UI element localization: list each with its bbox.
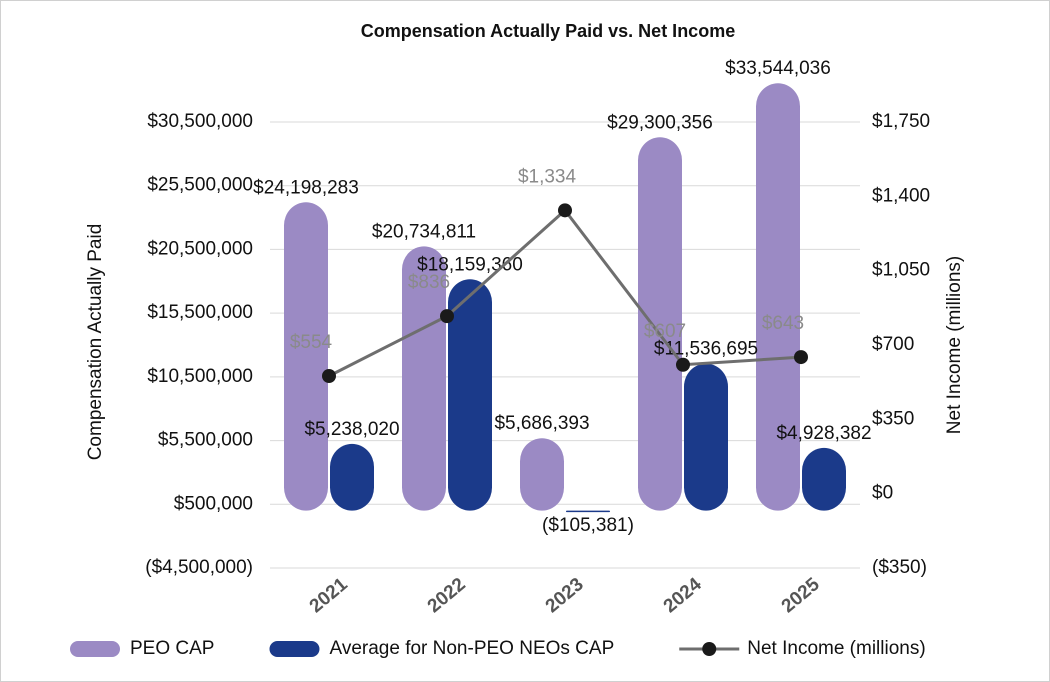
y2-tick-label: ($350) (872, 557, 927, 578)
bar-value-label: ($105,381) (542, 515, 634, 536)
y2-tick-label: $1,400 (872, 185, 930, 206)
line-value-label: $643 (762, 313, 804, 334)
y2-tick-label: $1,050 (872, 260, 930, 281)
y2-axis-title: Net Income (millions) (944, 256, 965, 434)
y2-tick-label: $700 (872, 334, 914, 355)
legend-label: Average for Non-PEO NEOs CAP (329, 638, 614, 659)
legend-label: Net Income (millions) (747, 638, 925, 659)
line-marker (794, 350, 808, 365)
bar-value-label: $33,544,036 (725, 58, 831, 79)
y-axis-title: Compensation Actually Paid (85, 224, 106, 461)
bar (330, 443, 374, 511)
line-value-label: $607 (644, 321, 686, 342)
bar-value-label: $5,238,020 (304, 419, 399, 440)
line-marker (558, 203, 572, 218)
bar-value-label: $4,928,382 (776, 423, 871, 444)
bar (402, 246, 446, 511)
y-tick-label: $15,500,000 (147, 302, 253, 323)
y2-tick-label: $1,750 (872, 111, 930, 132)
line-value-label: $836 (408, 272, 450, 293)
line-value-label: $554 (290, 332, 333, 353)
y2-tick-label: $350 (872, 408, 914, 429)
bar (520, 438, 564, 511)
y2-tick-label: $0 (872, 483, 893, 504)
bar (802, 447, 846, 511)
bar-value-label: $20,734,811 (372, 221, 476, 242)
y-tick-label: $5,500,000 (158, 430, 253, 451)
bar-value-label: $24,198,283 (253, 177, 359, 198)
bar (684, 363, 728, 511)
y-tick-label: $20,500,000 (147, 238, 253, 259)
line-marker (322, 369, 336, 384)
bar-value-label: $5,686,393 (494, 413, 589, 434)
y-tick-label: $10,500,000 (147, 366, 253, 387)
y-tick-label: ($4,500,000) (145, 557, 253, 578)
line-marker (440, 309, 454, 324)
bar-value-label: $11,536,695 (654, 339, 758, 360)
legend-marker (702, 642, 717, 656)
bar (566, 510, 610, 513)
legend-swatch (269, 641, 320, 657)
y-tick-label: $25,500,000 (147, 175, 253, 196)
chart-title: Compensation Actually Paid vs. Net Incom… (361, 21, 735, 41)
line-value-label: $1,334 (518, 166, 577, 187)
bar (284, 202, 328, 511)
legend-label: PEO CAP (130, 638, 214, 659)
y-tick-label: $30,500,000 (147, 111, 253, 132)
bar (448, 279, 492, 511)
legend-swatch (70, 641, 120, 657)
y-tick-label: $500,000 (174, 493, 253, 514)
bar (756, 83, 800, 511)
line-marker (676, 357, 690, 372)
bar (638, 137, 682, 511)
bar-value-label: $29,300,356 (607, 112, 713, 133)
